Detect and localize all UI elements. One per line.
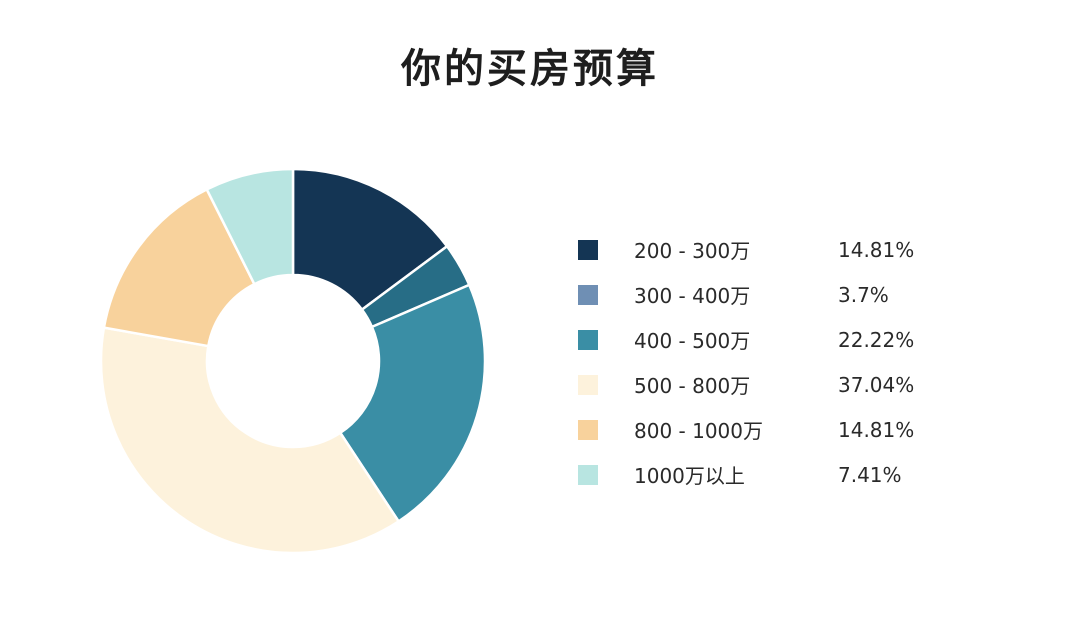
legend-swatch bbox=[578, 284, 598, 305]
legend-swatch bbox=[578, 239, 598, 260]
legend-value: 37.04% bbox=[838, 372, 915, 397]
legend-swatch bbox=[578, 419, 598, 440]
legend-item: 800 - 1000万 14.81% bbox=[578, 407, 998, 452]
legend: 200 - 300万 14.81% 300 - 400万 3.7% 400 - … bbox=[578, 227, 998, 497]
legend-label: 300 - 400万 bbox=[634, 284, 751, 308]
legend-label: 500 - 800万 bbox=[634, 374, 751, 398]
donut-slice-3 bbox=[339, 283, 487, 523]
legend-item: 500 - 800万 37.04% bbox=[578, 362, 998, 407]
legend-value: 14.81% bbox=[838, 417, 915, 442]
legend-value: 14.81% bbox=[838, 237, 915, 262]
legend-swatch bbox=[578, 374, 598, 395]
legend-label: 200 - 300万 bbox=[634, 239, 751, 263]
legend-value: 22.22% bbox=[838, 327, 915, 352]
legend-swatch bbox=[578, 464, 598, 485]
legend-item: 300 - 400万 3.7% bbox=[578, 272, 998, 317]
legend-label: 400 - 500万 bbox=[634, 329, 751, 353]
chart-title: 你的买房预算 bbox=[401, 46, 659, 92]
legend-item: 400 - 500万 22.22% bbox=[578, 317, 998, 362]
legend-item: 1000万以上 7.41% bbox=[578, 452, 998, 497]
donut-slice-4 bbox=[99, 326, 400, 555]
legend-label: 1000万以上 bbox=[634, 464, 745, 488]
legend-value: 3.7% bbox=[838, 282, 889, 307]
legend-swatch bbox=[578, 329, 598, 350]
legend-label: 800 - 1000万 bbox=[634, 419, 764, 443]
legend-value: 7.41% bbox=[838, 462, 902, 487]
donut-slice-5 bbox=[102, 188, 256, 348]
donut-slice-6 bbox=[205, 167, 295, 286]
legend-item: 200 - 300万 14.81% bbox=[578, 227, 998, 272]
